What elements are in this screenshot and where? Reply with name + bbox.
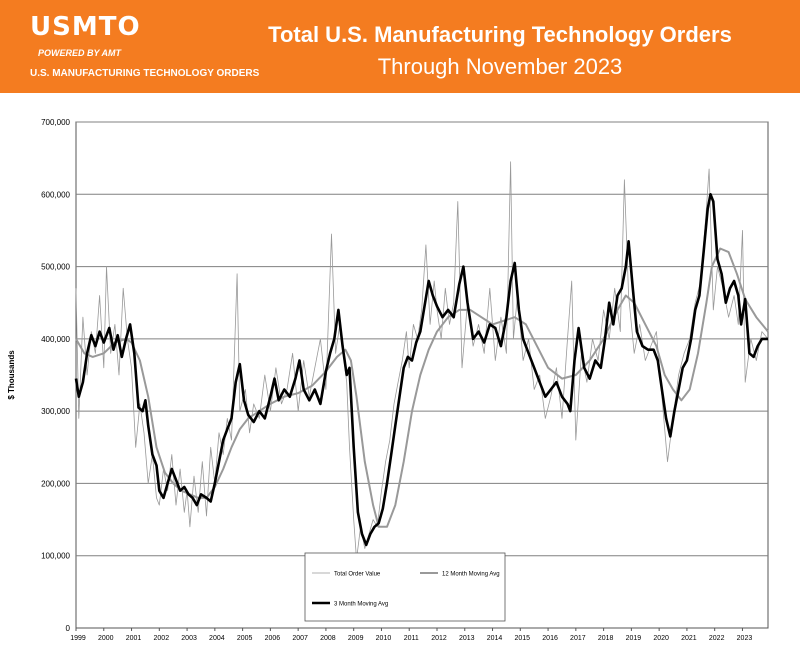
x-tick-label: 2011 <box>404 635 419 642</box>
x-tick-label: 2016 <box>542 635 558 642</box>
x-tick-label: 2014 <box>487 635 503 642</box>
x-tick-label: 2009 <box>348 635 364 642</box>
y-tick-label: 700,000 <box>41 118 70 127</box>
y-tick-label: 200,000 <box>41 479 70 488</box>
y-tick-label: 0 <box>66 624 71 633</box>
usmto-logo: USMTO <box>30 12 141 42</box>
x-tick-label: 2018 <box>598 635 614 642</box>
x-tick-label: 1999 <box>70 635 86 642</box>
series-line-1 <box>75 161 769 560</box>
header-banner: USMTO POWERED BY AMT U.S. MANUFACTURING … <box>0 0 800 93</box>
x-tick-label: 2012 <box>431 635 447 642</box>
powered-by-label: POWERED BY AMT <box>38 48 122 58</box>
x-tick-label: 2017 <box>570 635 586 642</box>
y-axis-label: $ Thousands <box>7 350 16 400</box>
y-tick-label: 600,000 <box>41 190 70 199</box>
plot-frame <box>75 121 769 629</box>
x-tick-label: 2007 <box>292 635 308 642</box>
chart-subtitle: Through November 2023 <box>377 54 623 79</box>
x-tick-label: 2002 <box>154 635 170 642</box>
chart-area: 0 100,000 200,000 300,000 400,000 500,000 600,… <box>7 118 769 642</box>
y-tick-label: 500,000 <box>41 263 70 272</box>
x-tick-label: 2022 <box>709 635 725 642</box>
y-tick-label: 300,000 <box>41 407 70 416</box>
y-tick-label: 400,000 <box>41 335 70 344</box>
x-tick-label: 2021 <box>681 635 697 642</box>
legend-label: 3 Month Moving Avg <box>334 602 388 608</box>
y-tick-label: 100,000 <box>41 552 70 561</box>
legend-label: Total Order Value <box>334 572 381 578</box>
legend-label: 12 Month Moving Avg <box>442 572 500 578</box>
x-tick-label: 2004 <box>209 635 225 642</box>
legend: Total Order Value 12 Month Moving Avg 3 Mo… <box>304 552 506 622</box>
x-tick-label: 2000 <box>98 635 114 642</box>
series-line-3 <box>74 193 768 547</box>
x-tick-label: 2008 <box>320 635 336 642</box>
x-tick-label: 2013 <box>459 635 475 642</box>
x-tick-label: 2020 <box>653 635 669 642</box>
legend-box <box>304 552 506 622</box>
chart-title: Total U.S. Manufacturing Technology Orde… <box>268 22 732 47</box>
logo-subline: U.S. MANUFACTURING TECHNOLOGY ORDERS <box>30 68 260 79</box>
x-tick-label: 2023 <box>737 635 753 642</box>
x-tick-label: 2010 <box>376 635 392 642</box>
x-tick-label: 2005 <box>237 635 253 642</box>
x-tick-label: 2006 <box>265 635 281 642</box>
x-tick-label: 2003 <box>181 635 197 642</box>
x-tick-label: 2015 <box>515 635 531 642</box>
x-tick-label: 2019 <box>626 635 642 642</box>
x-tick-label: 2001 <box>126 635 142 642</box>
